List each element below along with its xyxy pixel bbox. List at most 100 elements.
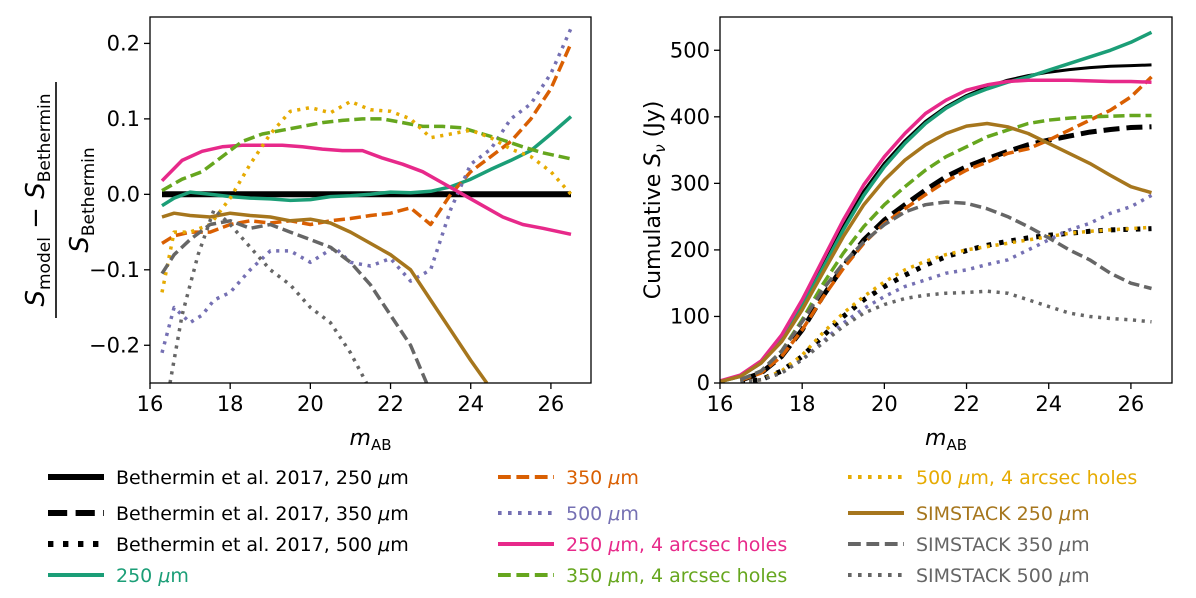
- legend-entry-4: 350 μm: [498, 467, 639, 489]
- legend-label-unit: m: [1071, 534, 1090, 556]
- legend-label-mu: μ: [1058, 503, 1071, 525]
- legend-label-mu: μ: [157, 565, 170, 587]
- legend-label-unit: m: [390, 503, 409, 525]
- x-tick-label: 24: [457, 392, 484, 416]
- legend-label-mu: μ: [377, 534, 390, 556]
- series-line-7: [161, 211, 489, 383]
- legend-label: Bethermin et al. 2017, 250 μm: [116, 467, 409, 489]
- x-tick-label: 20: [871, 392, 898, 416]
- series-line-9: [720, 121, 1152, 383]
- legend-entry-6: 250 μm, 4 arcsec holes: [498, 534, 787, 556]
- legend-label-mu: μ: [957, 467, 970, 489]
- y-tick-label: 0.2: [107, 31, 140, 55]
- series-line-5: [740, 193, 1153, 383]
- legend-entry-8: 500 μm, 4 arcsec holes: [848, 467, 1137, 489]
- x-tick-label: 24: [1035, 392, 1062, 416]
- x-tick-label: 20: [297, 392, 324, 416]
- legend-label-text: Bethermin et al. 2017, 500: [116, 534, 378, 556]
- series-line-2: [740, 226, 1152, 383]
- y-label-minus: −: [21, 199, 51, 237]
- legend-label-unit: m, 4 arcsec holes: [620, 534, 787, 556]
- legend-label: 500 μm, 4 arcsec holes: [916, 467, 1137, 489]
- legend-label-text: 250: [116, 565, 158, 587]
- legend-label-mu: μ: [607, 534, 620, 556]
- legend-label-unit: m: [170, 565, 189, 587]
- series-line-1: [739, 124, 1152, 383]
- x-tick-label: 16: [707, 392, 734, 416]
- legend-entry-0: Bethermin et al. 2017, 250 μm: [48, 467, 409, 489]
- legend-label-mu: μ: [1058, 565, 1071, 587]
- x-axis-label-sub: AB: [946, 436, 967, 454]
- y-label-symbol: S: [641, 153, 666, 167]
- legend-label-mu: μ: [377, 467, 390, 489]
- legend-label-text: Bethermin et al. 2017, 350: [116, 503, 378, 525]
- legend-entry-1: Bethermin et al. 2017, 350 μm: [48, 503, 409, 525]
- legend-label: SIMSTACK 350 μm: [916, 534, 1090, 556]
- series-line-2: [161, 42, 573, 245]
- legend-label-text: SIMSTACK 500: [916, 565, 1059, 587]
- y-tick-label: 300: [670, 171, 710, 195]
- y-tick-label: 0: [697, 371, 710, 395]
- y-tick-label: 400: [670, 105, 710, 129]
- legend-label-unit: m: [390, 534, 409, 556]
- y-tick-label: 0.1: [107, 107, 140, 131]
- legend-label-unit: m, 4 arcsec holes: [620, 565, 787, 587]
- series-line-1: [161, 115, 573, 208]
- legend-label-text: 500: [566, 503, 608, 525]
- series-line-8: [160, 219, 429, 383]
- y-axis-label: Cumulative Sν (Jy): [641, 101, 669, 300]
- legend-label-text: SIMSTACK 250: [916, 503, 1059, 525]
- legend-label-unit: m: [1071, 565, 1090, 587]
- legend-label: Bethermin et al. 2017, 350 μm: [116, 503, 409, 525]
- legend-label-text: 350: [566, 467, 608, 489]
- legend-label: Bethermin et al. 2017, 500 μm: [116, 534, 409, 556]
- x-axis-label-main: m: [350, 426, 371, 451]
- series-line-4: [739, 75, 1153, 382]
- y-label-num-symbol-2: S: [21, 182, 51, 199]
- series-line-5: [161, 117, 572, 193]
- legend-label: SIMSTACK 500 μm: [916, 565, 1090, 587]
- x-axis-label: mAB: [350, 426, 392, 454]
- series-line-11: [740, 289, 1152, 383]
- legend-entry-2: Bethermin et al. 2017, 500 μm: [48, 534, 409, 556]
- y-label-num-sub-model: model: [35, 237, 55, 290]
- y-tick-label: −0.1: [89, 258, 140, 282]
- y-tick-label: 500: [670, 38, 710, 62]
- series-line-9: [168, 207, 369, 383]
- series-line-6: [160, 99, 573, 293]
- x-tick-label: 18: [217, 392, 244, 416]
- x-tick-label: 16: [137, 392, 164, 416]
- y-label-sub: ν: [651, 144, 669, 152]
- legend-entry-3: 250 μm: [48, 565, 189, 587]
- y-label-num-sub-bethermin: Bethermin: [35, 93, 55, 182]
- x-tick-label: 22: [953, 392, 980, 416]
- x-tick-label: 18: [789, 392, 816, 416]
- x-axis-label-sub: AB: [371, 436, 392, 454]
- legend-label-unit: m: [620, 467, 639, 489]
- left-panel: 16 18 20 22 24 26 −0.2 −0.1 0.0 0.1 0.2 mAB Smodel −…: [21, 16, 592, 454]
- plot-area: [160, 27, 573, 383]
- legend-entry-9: SIMSTACK 250 μm: [848, 503, 1090, 525]
- legend-label: SIMSTACK 250 μm: [916, 503, 1090, 525]
- y-label-unit: (Jy): [641, 101, 666, 145]
- legend-entry-5: 500 μm: [498, 503, 639, 525]
- y-label-denominator: SBethermin: [65, 147, 99, 252]
- legend-label: 250 μm: [116, 565, 189, 587]
- y-label-num-symbol: S: [21, 290, 51, 307]
- y-tick-label: 0.0: [107, 182, 140, 206]
- legend-label-mu: μ: [607, 503, 620, 525]
- legend-label-text: 250: [566, 534, 608, 556]
- y-label-den-symbol: S: [65, 236, 95, 253]
- axes-frame: [149, 16, 592, 384]
- legend-label-unit: m: [390, 467, 409, 489]
- legend-entry-7: 350 μm, 4 arcsec holes: [498, 565, 787, 587]
- legend-label-mu: μ: [607, 467, 620, 489]
- right-panel: 16 18 20 22 24 26 0 100 200 300 400 500 mAB Cumulativ…: [641, 16, 1173, 454]
- legend-label: 350 μm: [566, 467, 639, 489]
- plot-area: [720, 30, 1153, 383]
- series-line-8: [740, 225, 1152, 383]
- legend-label-mu: μ: [1058, 534, 1071, 556]
- legend-label-text: SIMSTACK 350: [916, 534, 1059, 556]
